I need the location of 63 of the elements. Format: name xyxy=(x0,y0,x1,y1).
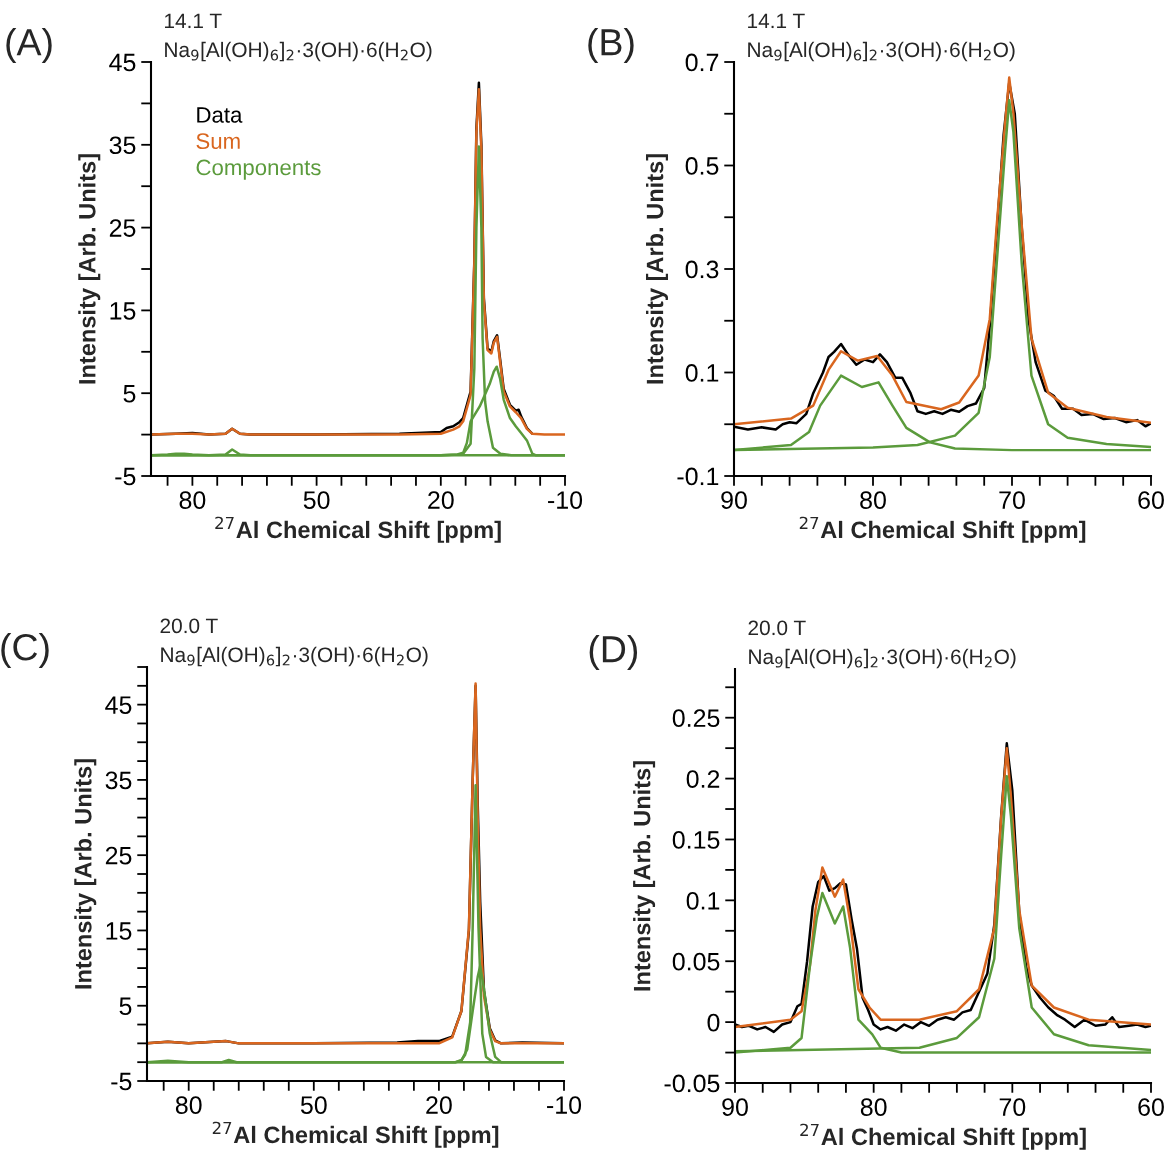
text: (B) xyxy=(588,27,634,63)
x-tick-label: 90 xyxy=(722,1098,748,1116)
y-tick-label: -5 xyxy=(111,1072,132,1091)
x-tick-label: 20 xyxy=(426,1096,452,1114)
chart-title: 14.1 T xyxy=(748,13,805,29)
y-tick-label: 15 xyxy=(110,302,136,320)
y-tick-label: 0 xyxy=(707,1013,720,1032)
y-tick-label: 35 xyxy=(109,136,136,155)
y-tick-label: 35 xyxy=(105,771,132,790)
y-tick-label: 0.3 xyxy=(685,260,719,279)
y-tick-label: 25 xyxy=(105,846,132,865)
y-tick-label: 5 xyxy=(123,385,136,403)
y-axis-title: Intensity [Arb. Units] xyxy=(74,759,97,989)
x-tick-label: 70 xyxy=(999,491,1025,509)
x-tick-label: 80 xyxy=(860,491,886,509)
x-tick-label: 90 xyxy=(721,491,747,509)
y-tick-label: 0.7 xyxy=(685,53,719,72)
y-axis-title: Intensity [Arb. Units] xyxy=(78,154,101,384)
text: (D) xyxy=(589,634,638,670)
text: Na$_{9}$[Al(OH)$_{6}$]$_{2}$·3(OH)·6(H$_{2}$O) xyxy=(165,41,432,62)
y-tick-label: 45 xyxy=(109,53,136,72)
x-tick-label: 60 xyxy=(1138,1098,1164,1116)
text: Na$_{9}$[Al(OH)$_{6}$]$_{2}$·3(OH)·6(H$_{2}$O) xyxy=(748,41,1015,62)
y-tick-label: 0.05 xyxy=(672,952,720,971)
text: Na$_{9}$[Al(OH)$_{6}$]$_{2}$·3(OH)·6(H$_{2}$O) xyxy=(749,648,1016,669)
x-tick-label: 80 xyxy=(175,1096,202,1114)
y-tick-label: 15 xyxy=(106,922,132,940)
x-tick-label: 80 xyxy=(860,1098,887,1116)
y-tick-label: 0.5 xyxy=(685,157,719,175)
y-tick-label: 0.1 xyxy=(685,364,719,382)
y-tick-label: -0.1 xyxy=(677,467,719,486)
x-tick-label: -10 xyxy=(548,491,583,509)
text: (C) xyxy=(1,632,49,668)
x-tick-label: -10 xyxy=(547,1096,582,1114)
y-tick-label: 25 xyxy=(109,219,136,237)
y-tick-label: 45 xyxy=(105,696,132,714)
y-tick-label: 0.15 xyxy=(672,831,720,849)
x-axis-title: $^{27}$Al Chemical Shift [ppm] xyxy=(215,516,501,543)
text: Components xyxy=(196,159,321,180)
chart-title: 20.0 T xyxy=(160,618,218,634)
y-tick-label: 0.25 xyxy=(672,709,720,728)
x-tick-label: 70 xyxy=(999,1098,1026,1116)
text: Sum xyxy=(196,133,240,150)
y-tick-label: -0.05 xyxy=(664,1074,720,1093)
x-axis-title: $^{27}$Al Chemical Shift [ppm] xyxy=(799,516,1086,543)
text: (A) xyxy=(6,27,52,63)
x-axis-title: $^{27}$Al Chemical Shift [ppm] xyxy=(212,1121,499,1148)
y-axis-title: Intensity [Arb. Units] xyxy=(646,154,669,384)
x-tick-label: 50 xyxy=(300,1096,327,1114)
y-tick-label: 0.1 xyxy=(686,891,720,910)
y-tick-label: 5 xyxy=(119,997,132,1016)
text: Data xyxy=(197,107,243,123)
chart-title: 14.1 T xyxy=(165,13,222,29)
y-tick-label: -5 xyxy=(115,467,136,486)
chart-title: 20.0 T xyxy=(748,620,806,636)
x-tick-label: 60 xyxy=(1138,491,1164,509)
text: Na$_{9}$[Al(OH)$_{6}$]$_{2}$·3(OH)·6(H$_{2}$O) xyxy=(161,646,428,667)
x-tick-label: 50 xyxy=(303,491,330,509)
y-axis-title: Intensity [Arb. Units] xyxy=(633,761,656,991)
y-tick-label: 0.2 xyxy=(686,770,720,788)
x-tick-label: 80 xyxy=(179,491,206,509)
x-axis-title: $^{27}$Al Chemical Shift [ppm] xyxy=(800,1123,1086,1150)
x-tick-label: 20 xyxy=(428,491,454,509)
